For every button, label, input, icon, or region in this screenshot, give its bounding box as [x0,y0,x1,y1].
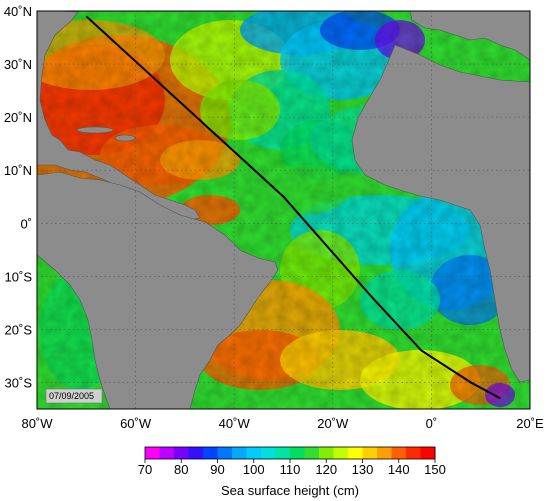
latitude-tick-label: 0˚ [20,216,32,231]
south-america-land [37,171,279,409]
date-stamp: 07/09/2005 [45,388,103,404]
colorbar-cell [145,447,160,459]
latitude-tick-label: 30˚N [4,57,32,72]
colorbar-tick-label: 130 [352,462,374,477]
colorbar-cell [377,447,392,459]
colorbar-cell [304,447,320,459]
colorbar-cell [290,447,305,459]
colorbar-tick-label: 80 [174,462,188,477]
colorbar-tick-label: 140 [388,462,410,477]
land-masses [37,11,530,409]
colorbar-cell [319,447,334,459]
latitude-tick-label: 20˚N [4,110,32,125]
colorbar-title: Sea surface height (cm) [221,483,359,498]
colorbar-cell [420,447,436,459]
cuba-island [76,126,114,134]
north-america-land [37,11,201,221]
colorbar-cell [174,447,189,459]
graticule [37,11,530,409]
colorbar-cell [232,447,247,459]
colorbar-cell [261,447,276,459]
hispaniola-island [114,134,136,142]
colorbar-cell [217,447,233,459]
europe-land [409,11,530,61]
ship-track-line [85,15,501,400]
colorbar-cell [391,447,407,459]
longitude-tick-label: 40˚W [219,416,251,431]
latitude-tick-label: 10˚S [5,269,33,284]
latitude-tick-label: 40˚N [4,4,32,19]
latitude-tick-label: 30˚S [5,375,33,390]
colorbar-tick-label: 150 [424,462,446,477]
longitude-tick-label: 60˚W [120,416,152,431]
latitude-tick-label: 20˚S [5,322,33,337]
latitude-labels: 40˚N 30˚N 20˚N 10˚N 0˚ 10˚S 20˚S 30˚S [4,4,33,390]
colorbar-cell [246,447,262,459]
africa-land [351,44,530,383]
colorbar-tick-label: 100 [243,462,265,477]
colorbar-cell [333,447,349,459]
longitude-tick-label: 20˚W [317,416,349,431]
colorbar-cell [362,447,378,459]
colorbar-cell [348,447,363,459]
colorbar: 70 80 90 100 110 120 130 140 150 Sea surface hei… [138,446,446,498]
colorbar-tick-label: 70 [138,462,152,477]
colorbar-tick-label: 90 [210,462,224,477]
longitude-tick-label: 0˚ [426,416,438,431]
longitude-labels: 80˚W 60˚W 40˚W 20˚W 0˚ 20˚E [21,416,544,431]
colorbar-tick-label: 110 [280,462,301,477]
colorbar-cell [159,447,175,459]
date-stamp-text: 07/09/2005 [49,391,94,401]
longitude-tick-label: 80˚W [21,416,53,431]
colorbar-cell [203,447,218,459]
colorbar-cell [188,447,204,459]
longitude-tick-label: 20˚E [516,416,544,431]
colorbar-cell [406,447,421,459]
plot-frame [36,10,531,410]
colorbar-cell [275,447,291,459]
colorbar-tick-label: 120 [315,462,337,477]
latitude-tick-label: 10˚N [4,163,32,178]
